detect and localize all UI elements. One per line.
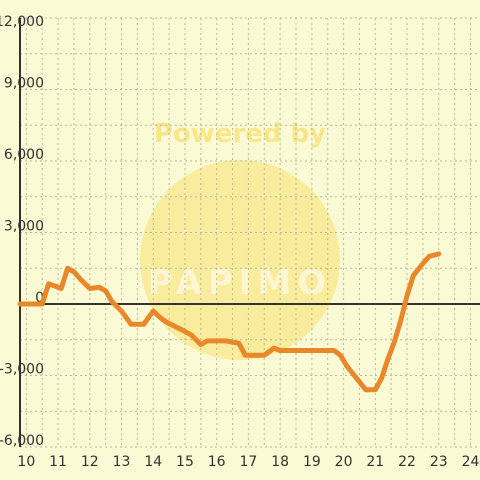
x-tick-label: 16 (208, 454, 226, 470)
x-tick-label: 15 (176, 454, 194, 470)
y-tick-label: 6,000 (4, 147, 44, 163)
x-tick-label: 21 (366, 454, 384, 470)
x-tick-label: 11 (49, 454, 67, 470)
x-tick-label: 13 (113, 454, 131, 470)
series-group (17, 251, 442, 393)
x-tick-label: 12 (81, 454, 99, 470)
x-tick-label: 14 (144, 454, 162, 470)
y-tick-label: 0 (35, 290, 44, 306)
watermark-powered-by: Powered by (154, 119, 326, 149)
watermark-brand: PAPIMO (148, 263, 332, 303)
watermark-circle (140, 160, 340, 360)
x-tick-label: 17 (239, 454, 257, 470)
x-tick-label: 22 (398, 454, 416, 470)
x-tick-label: 18 (271, 454, 289, 470)
y-tick-label: 9,000 (4, 76, 44, 92)
x-tick-label: 24 (462, 454, 480, 470)
x-tick-label: 20 (335, 454, 353, 470)
series-line (17, 251, 442, 393)
x-tick-labels: 10 11 12 13 14 15 16 17 18 19 20 21 22 23 24 (17, 454, 479, 470)
x-tick-label: 10 (17, 454, 35, 470)
y-tick-label: -6,000 (0, 433, 44, 449)
x-tick-label: 23 (430, 454, 448, 470)
y-tick-label: -3,000 (0, 362, 44, 378)
y-tick-label: 3,000 (4, 219, 44, 235)
y-tick-labels: -6,000 -3,000 0 3,000 6,000 9,000 12,000 (0, 14, 44, 449)
horizontal-gridlines (20, 17, 480, 448)
x-tick-label: 19 (303, 454, 321, 470)
y-tick-label: 12,000 (0, 14, 44, 30)
